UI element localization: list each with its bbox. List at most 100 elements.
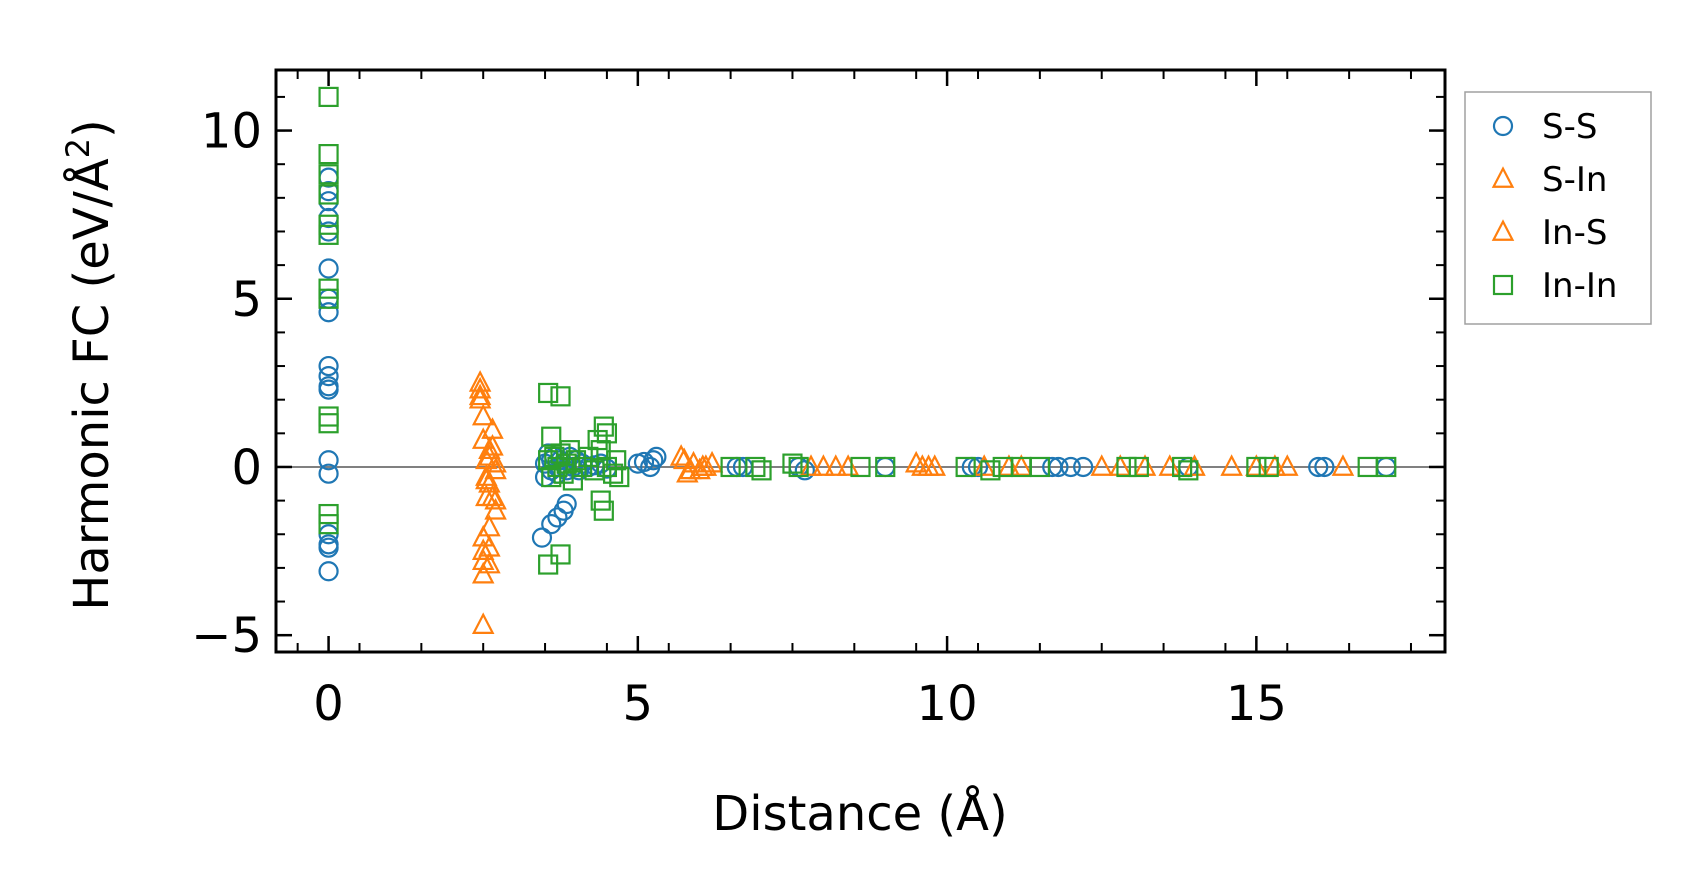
- data-point-s-in: [1245, 454, 1268, 476]
- y-tick-label: 0: [231, 440, 262, 496]
- y-tick-label: 10: [201, 104, 262, 160]
- data-point-s-s: [318, 537, 339, 558]
- data-point-s-in: [799, 454, 823, 476]
- data-point-in-s: [1133, 454, 1157, 476]
- x-axis-label: Distance (Å): [712, 785, 1007, 842]
- x-tick-label: 0: [313, 676, 344, 732]
- y-tick-label: 5: [231, 272, 262, 328]
- data-point-s-s: [967, 456, 989, 478]
- data-point-in-in: [1116, 456, 1137, 478]
- tick-labels: 0 5 10 15 −5 0 5 10: [191, 104, 1287, 732]
- data-point-s-in: [1183, 454, 1206, 476]
- legend-label: In-S: [1542, 213, 1607, 253]
- data-point-s-s: [318, 355, 339, 377]
- legend-entry-s-s: S-S: [1492, 107, 1597, 147]
- data-point-in-in: [602, 463, 624, 484]
- data-point-in-in: [609, 466, 630, 488]
- data-point-s-in: [471, 427, 495, 449]
- data-point-s-s: [556, 493, 577, 515]
- data-point-in-in: [1376, 456, 1397, 478]
- data-point-s-s: [1314, 456, 1335, 478]
- data-point-s-in: [812, 454, 835, 476]
- plot-area: [274, 68, 1447, 654]
- data-point-in-s: [911, 454, 934, 476]
- x-tick-label: 15: [1226, 676, 1287, 732]
- data-point-in-in: [318, 413, 339, 434]
- legend-entry-in-in: In-In: [1492, 266, 1617, 306]
- data-point-in-in: [1258, 456, 1279, 478]
- legend-marker-s-in: [1491, 166, 1515, 188]
- data-point-s-s: [633, 451, 655, 473]
- data-point-s-in: [1276, 454, 1299, 476]
- data-point-s-in: [1331, 454, 1355, 476]
- data-point-in-in: [1178, 460, 1199, 481]
- data-point-s-in: [700, 450, 724, 473]
- y-axis-label-superscript: 2: [59, 138, 97, 158]
- legend-marker-s-s: [1492, 115, 1514, 137]
- data-markers: [318, 86, 1397, 634]
- data-point-s-in: [1158, 454, 1182, 476]
- data-point-s-in: [471, 538, 495, 560]
- data-point-in-in: [550, 544, 571, 565]
- data-point-s-s: [318, 561, 339, 582]
- data-point-in-s: [475, 467, 498, 490]
- data-point-in-in: [318, 406, 339, 427]
- legend: S-S S-In In-S In-In: [1464, 91, 1652, 325]
- data-point-in-in: [1172, 456, 1193, 478]
- data-point-s-s: [318, 258, 339, 279]
- legend-label: S-In: [1542, 160, 1607, 200]
- data-point-s-in: [484, 487, 507, 510]
- data-point-s-s: [318, 366, 339, 387]
- y-axis-label-close: ): [64, 119, 120, 138]
- data-point-in-in: [318, 288, 339, 309]
- data-point-s-in: [836, 454, 860, 476]
- data-point-in-s: [672, 447, 696, 470]
- data-point-in-in: [720, 456, 741, 478]
- data-point-s-in: [468, 383, 492, 406]
- data-point-in-s: [478, 437, 501, 460]
- data-point-s-in: [471, 612, 495, 634]
- data-point-s-s: [531, 527, 553, 548]
- data-point-s-s: [1060, 456, 1081, 478]
- data-point-in-in: [318, 164, 339, 185]
- data-point-s-in: [484, 457, 507, 480]
- data-point-in-in: [318, 514, 339, 535]
- data-point-in-in: [541, 426, 562, 447]
- series-in-in: [318, 86, 1397, 575]
- data-point-in-in: [593, 416, 614, 437]
- data-point-s-s: [1073, 456, 1094, 478]
- data-point-in-in: [782, 453, 803, 474]
- legend-label: S-S: [1542, 107, 1597, 147]
- data-point-in-in: [1128, 456, 1149, 478]
- data-point-in-in: [606, 450, 627, 471]
- data-point-in-in: [318, 224, 339, 245]
- x-tick-label: 10: [917, 676, 978, 732]
- data-point-in-s: [484, 450, 507, 473]
- data-point-in-in: [980, 460, 1001, 481]
- legend-label: In-In: [1542, 266, 1617, 306]
- data-point-in-in: [318, 144, 339, 165]
- data-point-s-in: [923, 454, 946, 476]
- data-point-in-s: [691, 454, 715, 476]
- data-point-s-s: [318, 450, 339, 471]
- data-point-in-in: [875, 456, 896, 478]
- data-point-in-in: [550, 386, 571, 407]
- data-point-s-s: [794, 460, 815, 481]
- data-point-s-in: [468, 376, 492, 399]
- axis-ticks: [276, 70, 1445, 652]
- data-point-s-in: [468, 386, 492, 409]
- data-point-s-s: [643, 450, 664, 471]
- legend-marker-in-in: [1492, 274, 1514, 296]
- series-s-in: [468, 370, 1355, 634]
- data-point-in-s: [1263, 454, 1287, 476]
- data-point-in-in: [1029, 456, 1050, 478]
- data-point-in-in: [850, 456, 871, 478]
- data-point-in-s: [481, 484, 504, 507]
- legend-marker-in-s: [1491, 219, 1515, 241]
- data-point-s-in: [997, 454, 1021, 476]
- data-point-in-in: [745, 456, 766, 478]
- data-point-s-s: [541, 514, 562, 535]
- data-point-s-s: [318, 463, 339, 484]
- data-point-s-s: [318, 302, 339, 323]
